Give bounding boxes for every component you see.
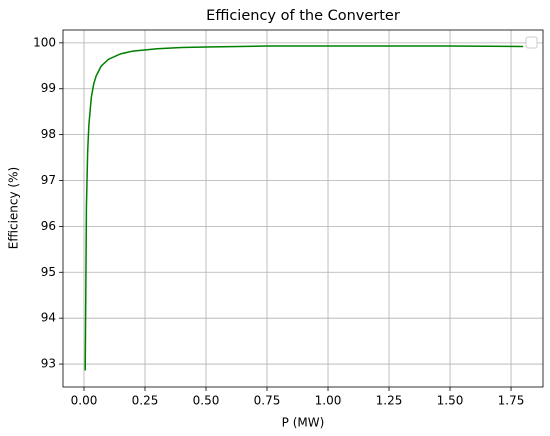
data-line (84, 45, 524, 371)
x-tick-label: 1.00 (315, 394, 342, 408)
y-tick-label: 93 (41, 357, 56, 371)
x-tick-label: 1.25 (376, 394, 403, 408)
y-axis-label: Efficiency (%) (7, 167, 21, 249)
x-axis-label: P (MW) (282, 416, 325, 430)
x-tick-label: 0.25 (132, 394, 159, 408)
y-tick-label: 94 (41, 311, 56, 325)
x-tick-label: 0.75 (254, 394, 281, 408)
y-tick-label: 97 (41, 173, 56, 187)
x-tick-label: 1.50 (437, 394, 464, 408)
y-tick-label: 95 (41, 265, 56, 279)
x-tick-label: 0.00 (71, 394, 98, 408)
y-tick-label: 99 (41, 81, 56, 95)
x-tick-label: 1.75 (498, 394, 525, 408)
y-tick-label: 96 (41, 219, 56, 233)
plot-area: 0.00 0.25 0.50 0.75 1.00 1.25 1.50 1.75 93 94 95 96… (33, 30, 543, 408)
y-tick-label: 98 (41, 127, 56, 141)
legend-box (525, 36, 538, 49)
chart-title: Efficiency of the Converter (206, 8, 400, 24)
x-tick-label: 0.50 (193, 394, 220, 408)
axes-frame (62, 29, 544, 388)
y-tick-label: 100 (33, 35, 56, 49)
